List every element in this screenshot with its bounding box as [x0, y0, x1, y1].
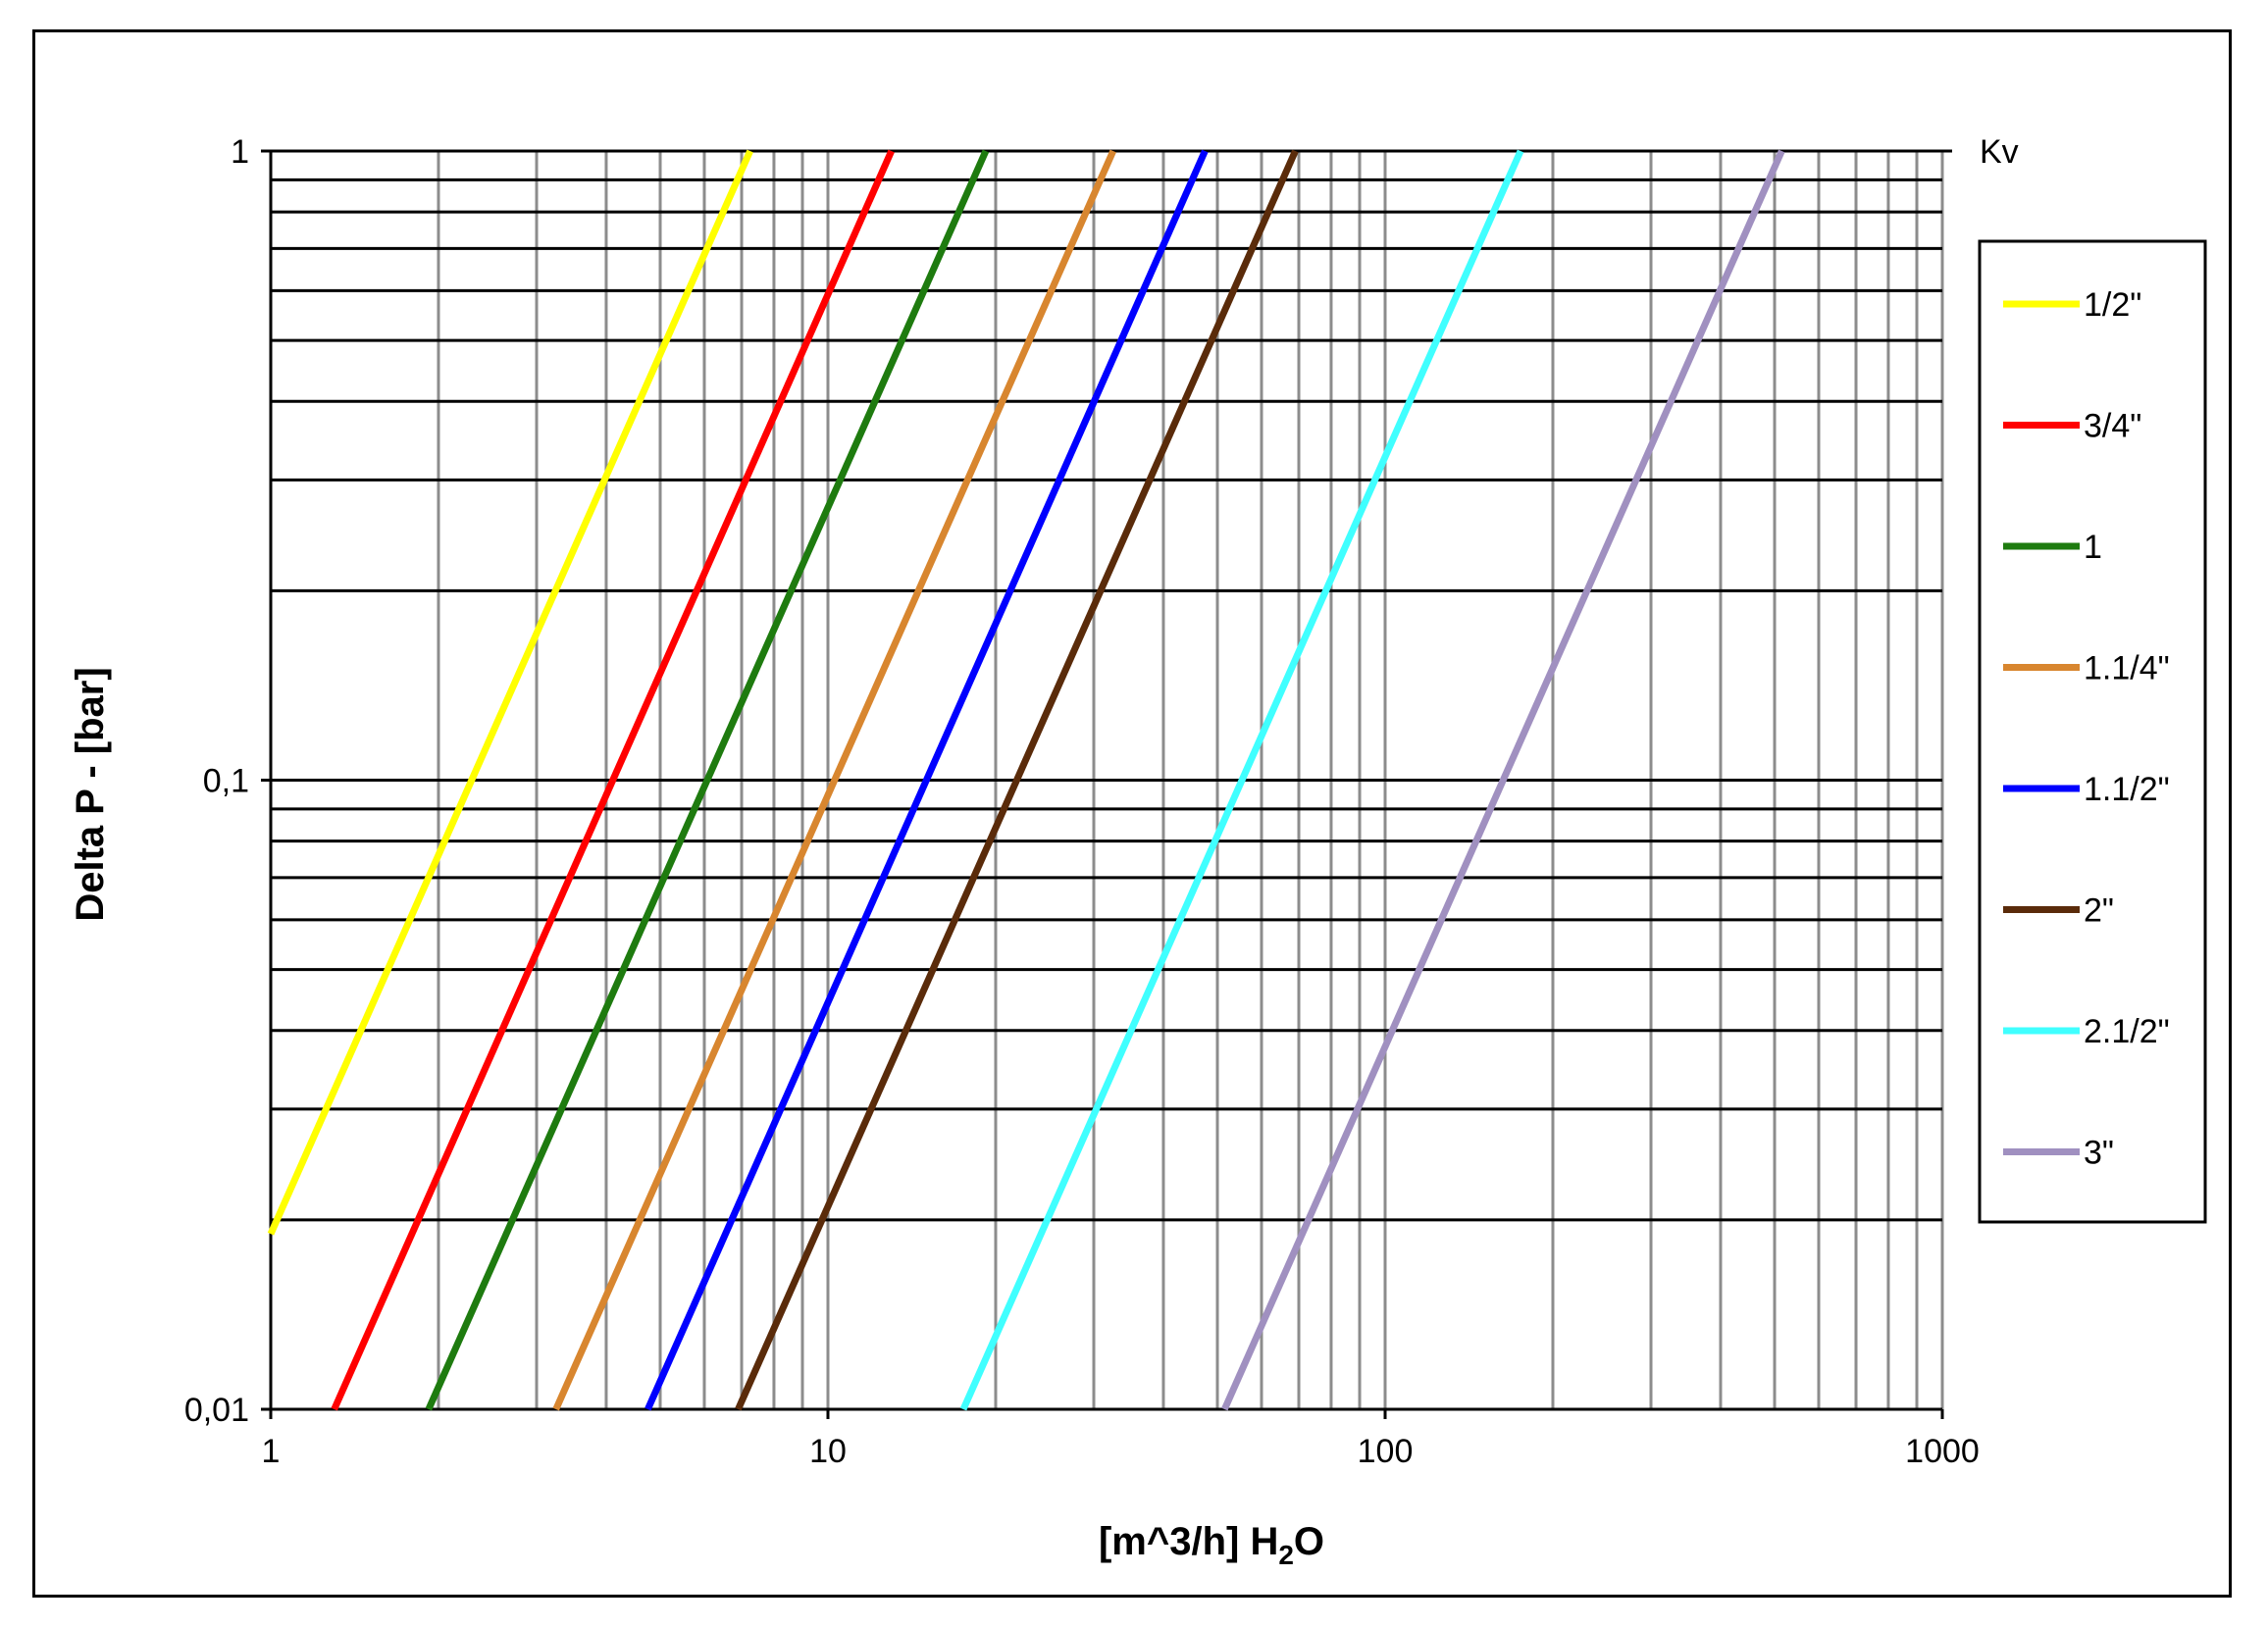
legend-label: 1.1/4" [2084, 650, 2170, 687]
horizontal-gridlines [271, 149, 1942, 1411]
legend-label: 2" [2084, 892, 2114, 930]
series-line-7 [1221, 149, 1785, 1411]
legend-box [1978, 239, 2207, 1224]
x-tick-label: 1 [262, 1433, 281, 1470]
legend-label: 3" [2084, 1135, 2114, 1172]
series-line-3 [552, 149, 1116, 1411]
y-tick-labels: 0,01 0,1 1 [184, 133, 249, 1429]
legend-title: Kv [1980, 133, 2019, 171]
legend: 1/2" 3/4" 1 1.1/4" 1.1/2" 2" 2.1/2" 3" [1978, 239, 2207, 1224]
series-line-2 [425, 149, 990, 1411]
series-line-5 [735, 149, 1299, 1411]
y-tick-label: 0,1 [203, 763, 249, 800]
legend-label: 2.1/2" [2084, 1013, 2170, 1050]
x-axis-title: [m^3/h] H2O [1099, 1520, 1324, 1570]
y-tick-label: 1 [231, 133, 249, 171]
x-tick-label: 10 [809, 1433, 847, 1470]
x-tick-labels: 1 10 100 1000 [262, 1433, 1980, 1470]
series-line-1 [331, 149, 895, 1411]
legend-label: 1.1/2" [2084, 771, 2170, 808]
legend-label: 3/4" [2084, 408, 2141, 445]
legend-label: 1 [2084, 529, 2102, 566]
x-tick-label: 1000 [1905, 1433, 1980, 1470]
series-line-0 [267, 149, 753, 1236]
series-lines [267, 149, 1785, 1411]
y-tick-label: 0,01 [184, 1392, 249, 1429]
series-line-4 [644, 149, 1209, 1411]
legend-label: 1/2" [2084, 286, 2141, 324]
y-axis-title: Delta P - [bar] [69, 667, 112, 921]
series-line-6 [959, 149, 1524, 1411]
x-tick-label: 100 [1358, 1433, 1414, 1470]
